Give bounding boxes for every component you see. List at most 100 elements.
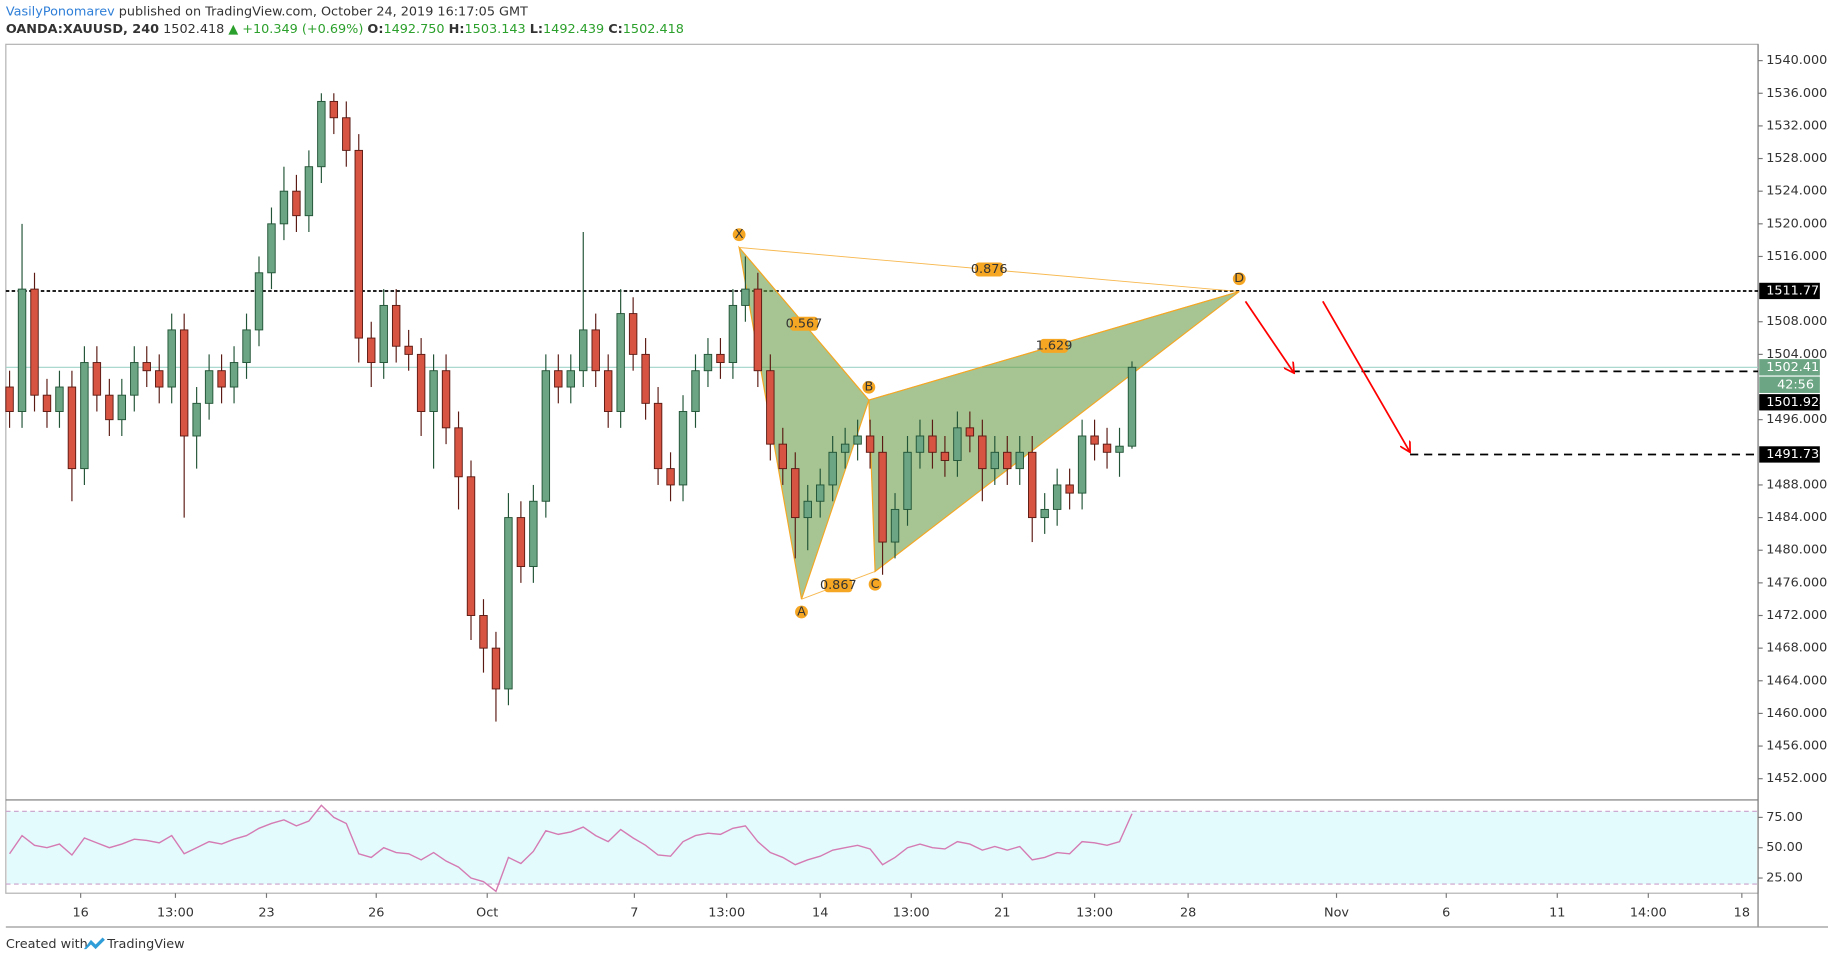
candle-body xyxy=(367,337,376,364)
candle-body xyxy=(516,517,526,568)
candle-body xyxy=(254,272,264,331)
candle-body xyxy=(541,370,551,502)
candle-body xyxy=(454,427,463,478)
candle-body xyxy=(1003,451,1012,470)
candle-body xyxy=(853,435,862,445)
candle-body xyxy=(865,435,875,453)
ratio-box xyxy=(824,578,853,593)
author[interactable]: VasilyPonomarev xyxy=(6,4,115,19)
candle-body xyxy=(441,370,451,429)
candle-body xyxy=(953,427,962,461)
candle-body xyxy=(1127,366,1137,447)
rsi-tick-label: 50.00 xyxy=(1766,840,1803,855)
candle-body xyxy=(5,386,14,412)
y-tick-label: 1464.000 xyxy=(1766,673,1827,688)
candle-body xyxy=(130,362,139,396)
x-tick-label: 16 xyxy=(73,906,89,921)
candle-body xyxy=(1077,435,1087,494)
rsi-tick-label: 25.00 xyxy=(1766,871,1803,886)
candle-body xyxy=(354,149,363,339)
y-tick-label: 1528.000 xyxy=(1766,151,1827,166)
candle-body xyxy=(815,484,825,502)
candle-body xyxy=(304,166,314,217)
x-tick-label: 13:00 xyxy=(1076,906,1113,921)
candle-body xyxy=(55,386,64,412)
ohlc-value: 1492.750 xyxy=(383,22,444,37)
x-tick-label: 13:00 xyxy=(157,906,194,921)
candle-body xyxy=(1052,484,1062,510)
candle-body xyxy=(217,370,226,388)
candle-body xyxy=(965,427,975,437)
candle-body xyxy=(1090,435,1099,445)
price-tag-label: 1502.418 xyxy=(1766,360,1827,375)
candle-body xyxy=(105,394,114,421)
published: published on TradingView.com, October 24… xyxy=(119,4,528,19)
logo xyxy=(83,937,105,950)
candle-body xyxy=(666,468,675,486)
candle-body xyxy=(92,362,102,396)
footer-brand[interactable]: TradingView xyxy=(106,937,184,952)
pattern-point-label: A xyxy=(797,605,806,620)
y-tick-label: 1540.000 xyxy=(1766,53,1827,68)
candle-body xyxy=(416,353,426,412)
price-tag-label: 1491.738 xyxy=(1766,447,1827,462)
x-tick-label: 23 xyxy=(258,906,274,921)
x-tick-label: 11 xyxy=(1549,906,1565,921)
pattern-point-label: B xyxy=(864,380,873,395)
price-tag xyxy=(1759,282,1820,300)
x-tick-label: 6 xyxy=(1442,906,1450,921)
candle-body xyxy=(142,362,151,372)
x-tick-label: 13:00 xyxy=(893,906,930,921)
candle-body xyxy=(890,508,900,543)
candle-body xyxy=(915,435,925,453)
x-tick-label: 21 xyxy=(994,906,1010,921)
candle-body xyxy=(753,288,763,372)
candle-body xyxy=(1115,445,1124,453)
y-tick-label: 1456.000 xyxy=(1766,739,1827,754)
candle-body xyxy=(391,304,401,347)
price-tag-label: 1511.775 xyxy=(1766,283,1827,298)
ratio-box xyxy=(975,262,1004,277)
pattern-point xyxy=(868,577,882,591)
candle-body xyxy=(716,353,725,364)
price-tag xyxy=(1759,359,1820,376)
candle-body xyxy=(204,370,214,404)
candle-body xyxy=(17,288,27,412)
y-tick-label: 1536.000 xyxy=(1766,86,1827,101)
candle-body xyxy=(741,288,750,306)
y-tick-label: 1504.000 xyxy=(1766,347,1827,362)
candle-body xyxy=(728,304,738,364)
candle-body xyxy=(504,517,513,690)
ohlc-value: 1502.418 xyxy=(623,22,684,37)
pattern-point xyxy=(1232,272,1246,286)
ratio-box xyxy=(1040,338,1069,353)
ohlc-key: L: xyxy=(530,22,543,37)
ohlc-key: O: xyxy=(367,22,383,37)
price-tag xyxy=(1759,446,1820,463)
candle-body xyxy=(566,370,575,388)
candle-body xyxy=(703,353,713,372)
y-tick-label: 1516.000 xyxy=(1766,249,1827,264)
candle-body xyxy=(317,100,326,168)
candle-body xyxy=(616,313,625,412)
candle-body xyxy=(878,451,887,543)
ohlc-key: H: xyxy=(449,22,465,37)
ratio-label: 0.867 xyxy=(820,578,857,593)
candle-body xyxy=(579,329,588,372)
price-tag xyxy=(1759,376,1820,393)
candle-body xyxy=(491,647,501,690)
x-tick-label: Nov xyxy=(1324,906,1349,921)
y-tick-label: 1472.000 xyxy=(1766,608,1827,623)
symbol-line: OANDA:XAUUSD, 240 1502.418 ▲ +10.349 (+0… xyxy=(6,22,684,37)
candle-body xyxy=(1102,443,1112,453)
candle-body xyxy=(229,362,239,388)
candle-body xyxy=(778,443,788,470)
ratio-label: 0.567 xyxy=(786,316,823,331)
y-tick-label: 1452.000 xyxy=(1766,771,1827,786)
x-tick-label: Oct xyxy=(476,906,498,921)
candle-body xyxy=(167,329,176,388)
candle-body xyxy=(379,304,388,364)
arrow xyxy=(1322,300,1410,452)
candle-body xyxy=(42,394,52,412)
